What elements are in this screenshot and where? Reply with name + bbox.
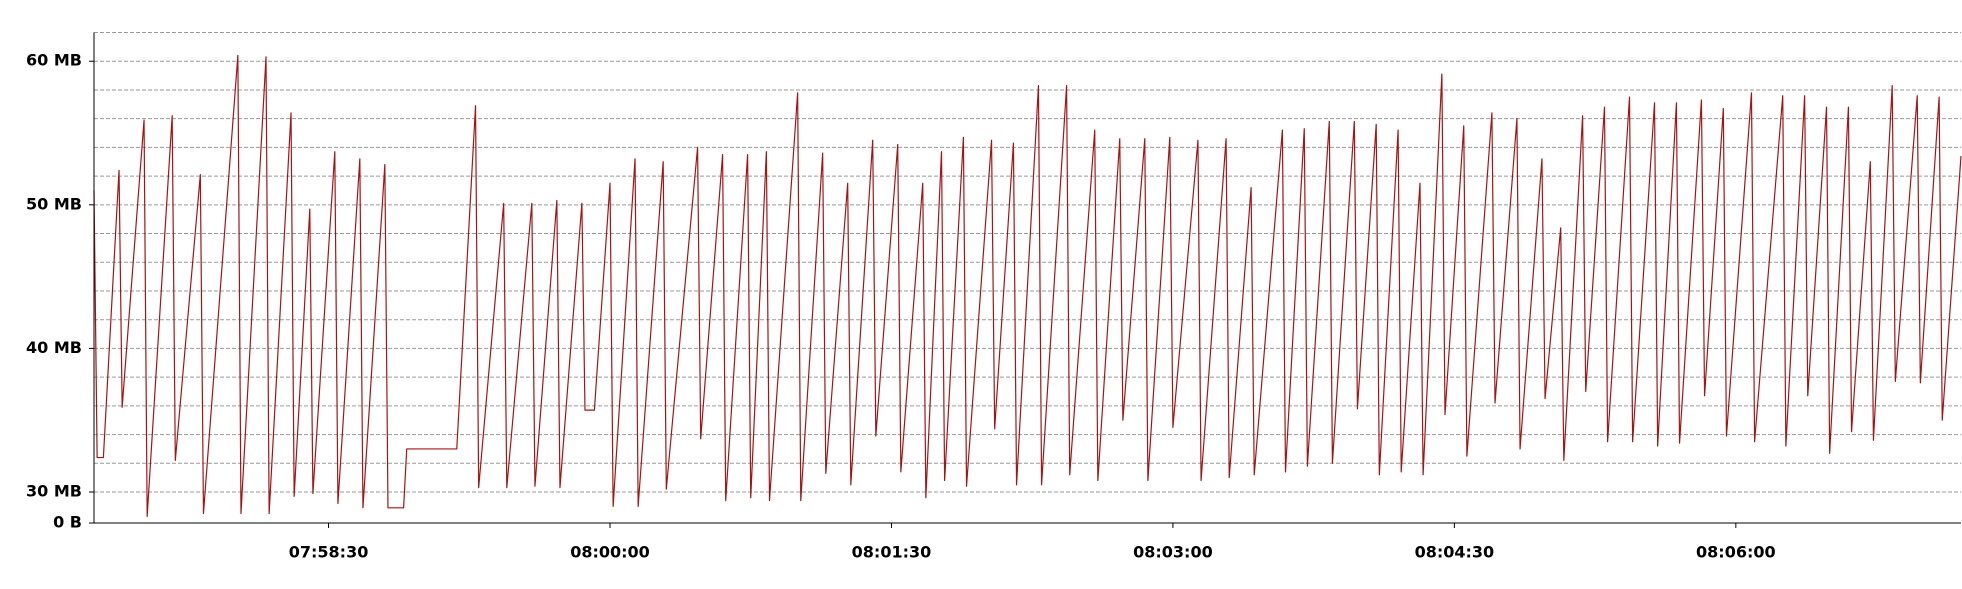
memory-line xyxy=(93,54,1962,518)
y-tick-label: 30 MB xyxy=(26,482,82,501)
x-tick-label: 08:06:00 xyxy=(1696,543,1776,562)
x-tick-label: 08:03:00 xyxy=(1133,543,1213,562)
y-tick-label: 0 B xyxy=(53,513,82,532)
y-tick-label: 60 MB xyxy=(26,51,82,70)
x-tick-label: 08:04:30 xyxy=(1415,543,1495,562)
x-tick-label: 08:00:00 xyxy=(570,543,650,562)
x-tick-label: 08:01:30 xyxy=(852,543,932,562)
x-tick-label: 07:58:30 xyxy=(289,543,369,562)
y-tick-label: 50 MB xyxy=(26,194,82,213)
y-tick-label: 40 MB xyxy=(26,338,82,357)
